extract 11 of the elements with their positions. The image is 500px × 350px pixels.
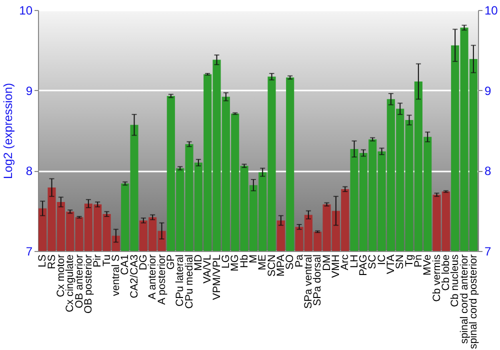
y2-tick-label: 7: [484, 244, 492, 258]
y-tick-label: 9: [26, 84, 33, 98]
y-tick-label: 8: [26, 164, 33, 178]
y2-tick-label: 10: [484, 4, 498, 18]
y-axis-title: Log2 (expression): [1, 82, 16, 180]
y-tick-label: 10: [19, 4, 33, 18]
x-tick-label: Cb lobe: [440, 254, 452, 291]
x-tick-label: MVe: [422, 254, 434, 276]
y-tick-label: 7: [26, 244, 33, 258]
y2-tick-label: 8: [484, 164, 492, 178]
y2-tick-label: 9: [484, 84, 492, 98]
